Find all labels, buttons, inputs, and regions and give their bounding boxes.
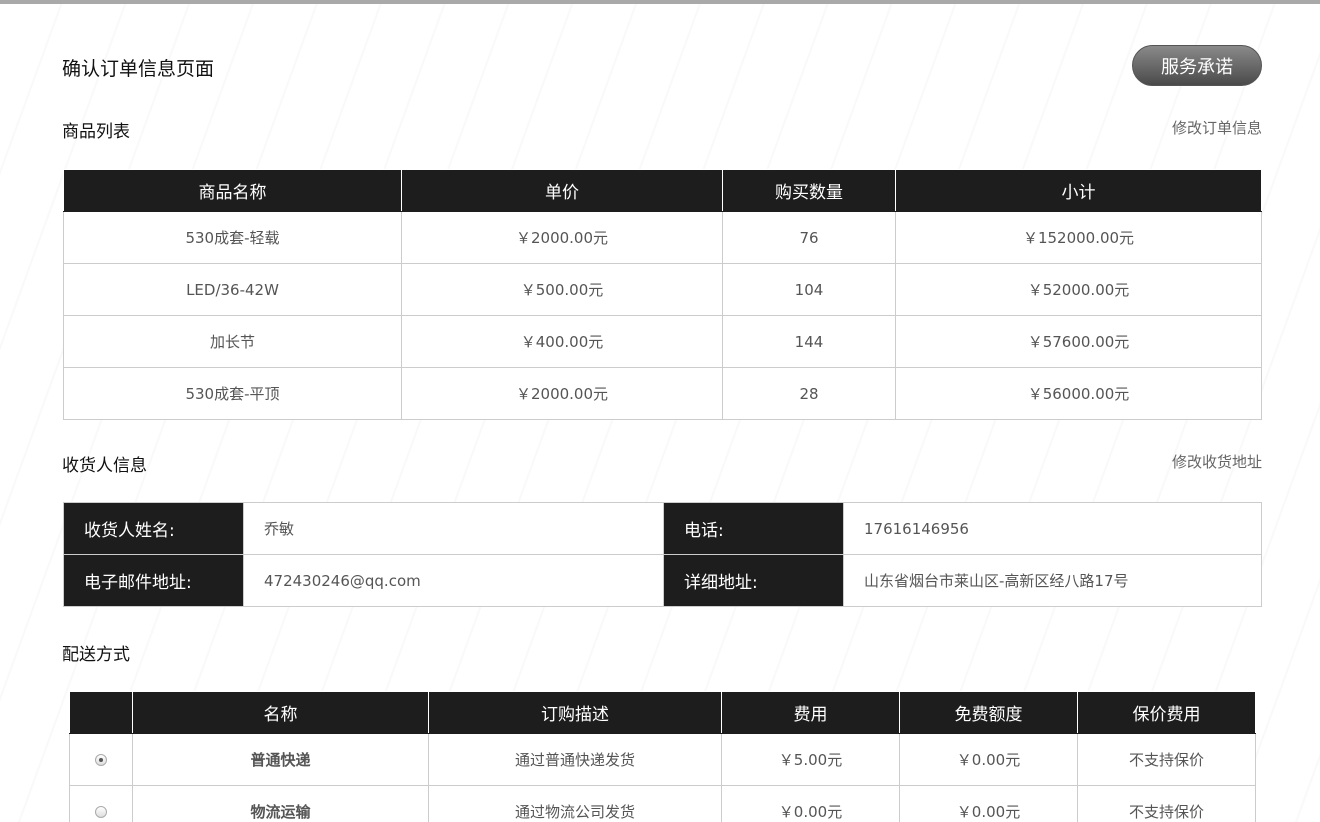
column-header: 小计	[895, 169, 1262, 212]
table-cell: 不支持保价	[1077, 785, 1256, 822]
email-label: 电子邮件地址:	[63, 554, 244, 607]
table-cell: 通过普通快递发货	[428, 733, 722, 786]
table-cell: 76	[722, 211, 896, 264]
phone-value: 17616146956	[843, 502, 1262, 555]
phone-label: 电话:	[663, 502, 844, 555]
shipping-table: 名称 订购描述 费用 免费额度 保价费用 普通快递 通过普通快递发货 ￥5.00元 ￥…	[69, 691, 1256, 822]
table-cell: ￥500.00元	[401, 263, 723, 316]
table-row: 电子邮件地址: 472430246@qq.com 详细地址: 山东省烟台市莱山区…	[63, 554, 1262, 607]
name-label: 收货人姓名:	[63, 502, 244, 555]
table-cell: ￥400.00元	[401, 315, 723, 368]
table-cell: 不支持保价	[1077, 733, 1256, 786]
table-cell: ￥152000.00元	[895, 211, 1262, 264]
table-row: LED/36-42W ￥500.00元 104 ￥52000.00元	[63, 263, 1262, 316]
table-cell: ￥0.00元	[721, 785, 900, 822]
column-header: 订购描述	[428, 691, 722, 734]
top-bar	[0, 0, 1320, 4]
column-header	[69, 691, 133, 734]
table-cell: 144	[722, 315, 896, 368]
table-row: 530成套-平顶 ￥2000.00元 28 ￥56000.00元	[63, 367, 1262, 420]
table-cell: ￥57600.00元	[895, 315, 1262, 368]
radio-cell[interactable]	[69, 733, 133, 786]
column-header: 保价费用	[1077, 691, 1256, 734]
edit-order-link[interactable]: 修改订单信息	[1171, 119, 1262, 137]
page-title: 确认订单信息页面	[62, 58, 215, 80]
shipping-radio[interactable]	[95, 754, 107, 766]
column-header: 单价	[401, 169, 723, 212]
email-value: 472430246@qq.com	[243, 554, 664, 607]
consignee-section-title: 收货人信息	[62, 456, 147, 476]
shipping-radio[interactable]	[95, 806, 107, 818]
service-promise-button[interactable]: 服务承诺	[1132, 45, 1262, 86]
table-cell: 530成套-平顶	[63, 367, 402, 420]
table-row: 530成套-轻载 ￥2000.00元 76 ￥152000.00元	[63, 211, 1262, 264]
table-cell: ￥52000.00元	[895, 263, 1262, 316]
consignee-table: 收货人姓名: 乔敏 电话: 17616146956 电子邮件地址: 472430…	[63, 502, 1262, 607]
shipping-section-title: 配送方式	[62, 645, 130, 665]
products-section-title: 商品列表	[62, 122, 130, 142]
table-cell: 加长节	[63, 315, 402, 368]
table-row: 加长节 ￥400.00元 144 ￥57600.00元	[63, 315, 1262, 368]
column-header: 费用	[721, 691, 900, 734]
table-cell: 28	[722, 367, 896, 420]
radio-cell[interactable]	[69, 785, 133, 822]
table-row: 收货人姓名: 乔敏 电话: 17616146956	[63, 502, 1262, 555]
table-cell: ￥2000.00元	[401, 367, 723, 420]
shipping-option-row[interactable]: 物流运输 通过物流公司发货 ￥0.00元 ￥0.00元 不支持保价	[69, 785, 1256, 822]
table-cell: ￥2000.00元	[401, 211, 723, 264]
table-cell: 530成套-轻载	[63, 211, 402, 264]
products-table: 商品名称 单价 购买数量 小计 530成套-轻载 ￥2000.00元 76 ￥1520…	[63, 169, 1262, 420]
table-cell: 物流运输	[132, 785, 429, 822]
table-cell: LED/36-42W	[63, 263, 402, 316]
column-header: 购买数量	[722, 169, 896, 212]
column-header: 商品名称	[63, 169, 402, 212]
table-cell: ￥56000.00元	[895, 367, 1262, 420]
table-cell: 普通快递	[132, 733, 429, 786]
column-header: 名称	[132, 691, 429, 734]
address-label: 详细地址:	[663, 554, 844, 607]
table-cell: 通过物流公司发货	[428, 785, 722, 822]
edit-address-link[interactable]: 修改收货地址	[1171, 453, 1262, 471]
name-value: 乔敏	[243, 502, 664, 555]
table-cell: 104	[722, 263, 896, 316]
table-cell: ￥5.00元	[721, 733, 900, 786]
column-header: 免费额度	[899, 691, 1078, 734]
address-value: 山东省烟台市莱山区-高新区经八路17号	[843, 554, 1262, 607]
shipping-option-row[interactable]: 普通快递 通过普通快递发货 ￥5.00元 ￥0.00元 不支持保价	[69, 733, 1256, 786]
table-cell: ￥0.00元	[899, 733, 1078, 786]
table-cell: ￥0.00元	[899, 785, 1078, 822]
